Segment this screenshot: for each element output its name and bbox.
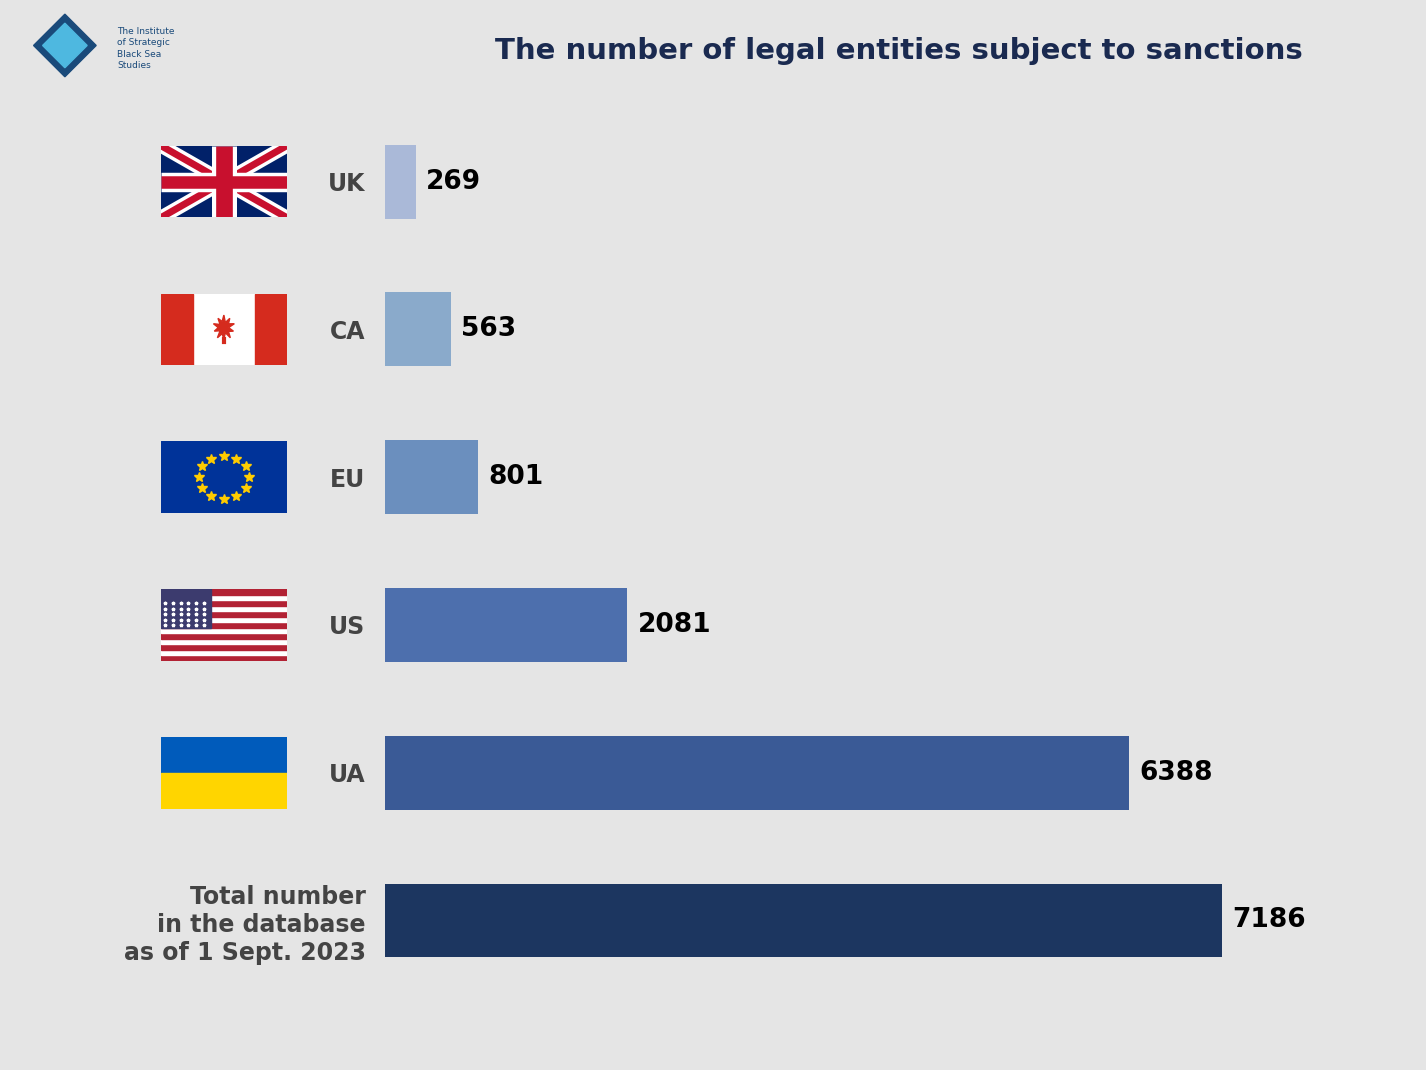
Text: 269: 269 xyxy=(426,169,482,195)
Bar xyxy=(385,292,451,366)
Bar xyxy=(161,633,287,639)
Bar xyxy=(161,595,287,600)
Bar xyxy=(161,649,287,655)
Bar xyxy=(161,611,287,616)
Bar xyxy=(385,144,416,218)
Bar xyxy=(161,639,287,644)
Bar xyxy=(161,600,287,606)
Bar xyxy=(385,884,1222,958)
Bar xyxy=(161,655,287,661)
Text: 563: 563 xyxy=(461,317,516,342)
Polygon shape xyxy=(43,24,87,67)
Bar xyxy=(161,293,193,365)
Polygon shape xyxy=(214,315,234,339)
Text: 6388: 6388 xyxy=(1139,760,1212,785)
Bar xyxy=(385,588,627,662)
Bar xyxy=(161,590,287,595)
Polygon shape xyxy=(34,14,96,77)
Text: The Institute
of Strategic
Black Sea
Studies: The Institute of Strategic Black Sea Stu… xyxy=(117,27,174,71)
Text: The number of legal entities subject to sanctions: The number of legal entities subject to … xyxy=(495,37,1302,65)
Bar xyxy=(161,628,287,633)
Bar xyxy=(161,590,211,628)
Bar xyxy=(161,644,287,649)
Text: 2081: 2081 xyxy=(637,612,712,638)
Text: 801: 801 xyxy=(488,464,543,490)
Bar xyxy=(161,773,287,809)
Bar xyxy=(385,736,1129,810)
Bar xyxy=(161,606,287,611)
Text: 7186: 7186 xyxy=(1232,907,1306,933)
Bar xyxy=(161,616,287,622)
Bar xyxy=(161,622,287,628)
Bar xyxy=(385,440,478,514)
Bar xyxy=(161,737,287,773)
Bar xyxy=(255,293,287,365)
